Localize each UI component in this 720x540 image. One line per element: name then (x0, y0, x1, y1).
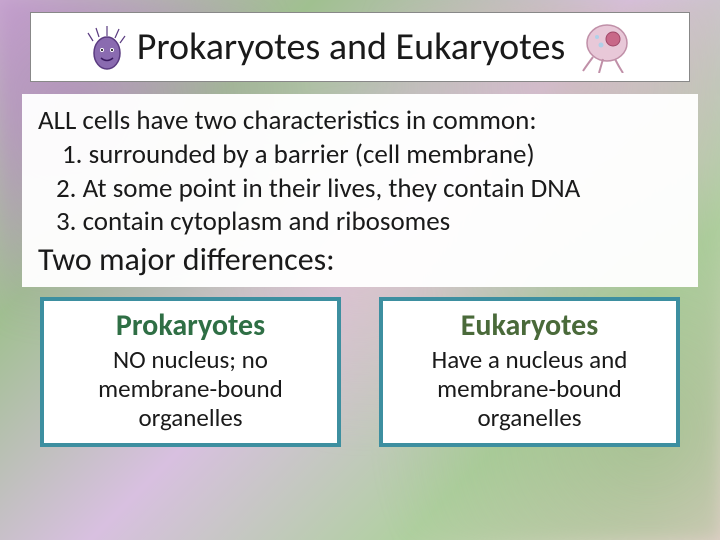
eukaryotes-box: Eukaryotes Have a nucleus and membrane-b… (379, 297, 680, 446)
point-2: 2. At some point in their lives, they co… (38, 172, 682, 206)
prokaryotes-body: NO nucleus; no membrane-bound organelles (54, 346, 327, 432)
title-card: Prokaryotes and Eukaryotes (30, 12, 690, 82)
eukaryotes-body: Have a nucleus and membrane-bound organe… (393, 346, 666, 432)
content-card: ALL cells have two characteristics in co… (22, 94, 698, 287)
eukaryote-icon (575, 21, 635, 73)
prokaryotes-title: Prokaryotes (54, 307, 327, 344)
eukaryotes-title: Eukaryotes (393, 307, 666, 344)
point-3: 3. contain cytoplasm and ribosomes (38, 205, 682, 239)
subheading: Two major differences: (38, 241, 682, 279)
intro-line: ALL cells have two characteristics in co… (38, 104, 682, 138)
comparison-row: Prokaryotes NO nucleus; no membrane-boun… (18, 297, 702, 446)
slide-title: Prokaryotes and Eukaryotes (137, 24, 565, 70)
prokaryotes-box: Prokaryotes NO nucleus; no membrane-boun… (40, 297, 341, 446)
point-1: 1. surrounded by a barrier (cell membran… (38, 138, 682, 172)
slide-container: Prokaryotes and Eukaryotes ALL cells hav… (0, 0, 720, 540)
prokaryote-icon (85, 23, 127, 71)
